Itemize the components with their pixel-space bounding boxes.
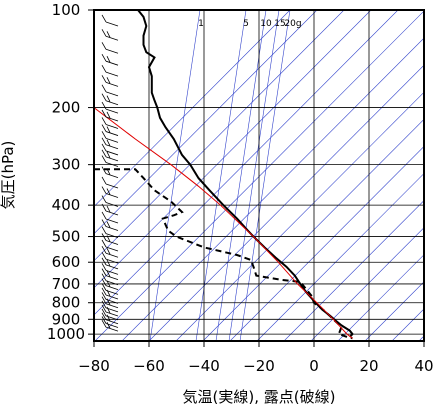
wind-barb <box>101 233 119 245</box>
mixing-ratio-line <box>228 10 280 341</box>
isotherm-line <box>94 10 345 262</box>
y-tick-label: 600 <box>52 253 81 271</box>
wind-barb <box>101 124 119 136</box>
isotherm-line <box>337 254 424 341</box>
isotherm-line <box>121 37 424 341</box>
mixing-ratio-label: 15 <box>274 19 285 29</box>
wind-barb <box>101 143 119 156</box>
y-tick-label: 800 <box>52 294 81 312</box>
y-tick-label: 1000 <box>47 325 85 343</box>
isotherm-line <box>229 145 424 341</box>
wind-barb <box>101 251 119 264</box>
isotherm-line <box>310 227 424 341</box>
y-tick-label: 900 <box>52 310 81 328</box>
mixing-ratio-label: 20g <box>284 19 301 29</box>
wind-barb <box>101 312 119 325</box>
wind-barb <box>101 287 119 300</box>
y-axis-title: 気圧(hPa) <box>0 141 17 210</box>
x-tick-label: 40 <box>414 357 433 375</box>
y-tick-label: 200 <box>52 99 81 117</box>
wind-barb <box>101 195 119 207</box>
wind-barb <box>101 155 119 167</box>
isotherm-line <box>175 91 424 341</box>
wind-barb <box>101 93 119 106</box>
x-axis-ticks: −80 −60 −40 −20 0 20 40 <box>78 341 434 375</box>
wind-barb <box>101 186 119 198</box>
wind-barb <box>101 203 119 216</box>
wind-barb <box>101 29 119 41</box>
x-tick-label: −20 <box>243 357 275 375</box>
wind-barb <box>101 149 119 162</box>
wind-barb <box>101 283 119 295</box>
isotherm-line <box>148 64 424 341</box>
mixing-ratio-line <box>215 10 267 341</box>
pressure-grid-lines <box>93 9 425 341</box>
wind-barb <box>101 263 119 275</box>
wind-barbs <box>101 10 119 332</box>
wind-barb <box>101 273 119 286</box>
wind-barb <box>101 278 119 291</box>
wind-barb <box>101 64 119 77</box>
wind-barb <box>101 304 119 317</box>
wind-barb <box>101 308 119 321</box>
wind-barb <box>101 246 119 258</box>
dew_point-line <box>94 168 353 340</box>
wind-barb <box>116 10 118 11</box>
y-tick-label: 400 <box>52 196 81 214</box>
isotherm-line <box>256 173 424 341</box>
wind-barb <box>101 42 119 54</box>
wind-barb <box>101 319 119 332</box>
wind-barb <box>101 296 119 309</box>
x-tick-label: −80 <box>78 357 110 375</box>
parcel-line <box>94 107 353 339</box>
y-tick-label: 700 <box>52 275 81 293</box>
wind-barb <box>101 117 119 129</box>
wind-barb <box>101 14 119 27</box>
isotherm-line <box>283 200 424 341</box>
mixing-ratio-label: 1 <box>198 19 204 29</box>
x-tick-label: 20 <box>359 357 378 375</box>
wind-barb <box>101 257 119 270</box>
y-tick-label: 500 <box>52 228 81 246</box>
wind-barb <box>101 211 119 224</box>
wind-barb <box>101 131 119 143</box>
wind-barb <box>101 84 119 97</box>
wind-barb <box>101 101 119 114</box>
mixing-ratio-label: 5 <box>243 19 249 29</box>
x-tick-label: −60 <box>133 357 165 375</box>
isotherm-line <box>94 10 372 289</box>
x-tick-label: −40 <box>188 357 220 375</box>
wind-barb <box>101 53 119 66</box>
isotherm-line <box>391 308 424 341</box>
x-tick-label: 0 <box>309 357 319 375</box>
wind-barb <box>101 219 119 231</box>
x-axis-title: 気温(実線), 露点(破線) <box>183 388 336 406</box>
isotherm-line <box>94 10 424 341</box>
isotherm-line <box>364 281 424 341</box>
wind-barb <box>101 75 119 87</box>
wind-barb <box>101 268 119 281</box>
mixing-ratio-line <box>239 10 291 341</box>
mixing-ratio-line <box>195 10 247 341</box>
wind-barb <box>101 109 119 122</box>
isotherm-line <box>94 10 399 316</box>
isotherm-line <box>418 335 424 341</box>
isotherm-line <box>94 10 318 235</box>
mixing-ratio-line <box>149 10 201 341</box>
wind-barb <box>101 176 119 189</box>
isotherm-line <box>94 10 291 208</box>
wind-barb <box>101 166 119 179</box>
wind-barb <box>101 226 119 239</box>
mixing-ratio-label: 10 <box>260 19 272 29</box>
sounding-series <box>94 10 354 340</box>
y-tick-label: 300 <box>52 156 81 174</box>
y-tick-label: 100 <box>52 1 81 19</box>
wind-barb <box>101 239 119 252</box>
isotherm-line <box>202 118 424 341</box>
wind-barb <box>101 137 119 150</box>
temperature-line <box>137 10 354 338</box>
